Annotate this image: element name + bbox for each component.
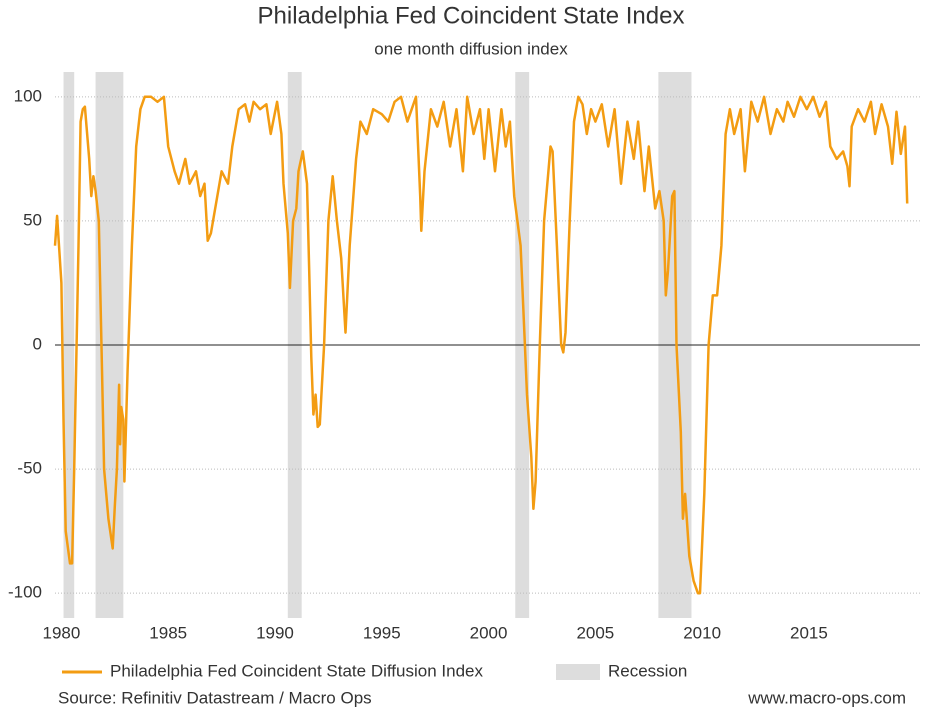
x-tick-label: 2005 — [576, 623, 614, 642]
x-tick-label: 1990 — [256, 623, 294, 642]
x-tick-label: 2015 — [790, 623, 828, 642]
chart-title: Philadelphia Fed Coincident State Index — [258, 2, 685, 29]
chart-subtitle: one month diffusion index — [374, 39, 568, 58]
x-tick-label: 2010 — [683, 623, 721, 642]
x-tick-label: 2000 — [470, 623, 508, 642]
source-note: Source: Refinitiv Datastream / Macro Ops — [58, 688, 372, 707]
y-tick-label: 50 — [23, 210, 42, 229]
x-tick-label: 1995 — [363, 623, 401, 642]
legend-swatch — [556, 664, 600, 680]
legend-label: Recession — [608, 661, 687, 680]
x-tick-label: 1985 — [149, 623, 187, 642]
series-line — [53, 95, 909, 595]
website: www.macro-ops.com — [747, 688, 906, 707]
y-tick-label: -100 — [8, 583, 42, 602]
y-tick-label: 100 — [14, 86, 42, 105]
legend-label: Philadelphia Fed Coincident State Diffus… — [110, 661, 483, 680]
y-tick-label: -50 — [17, 459, 42, 478]
y-tick-label: 0 — [33, 334, 42, 353]
x-tick-label: 1980 — [42, 623, 80, 642]
